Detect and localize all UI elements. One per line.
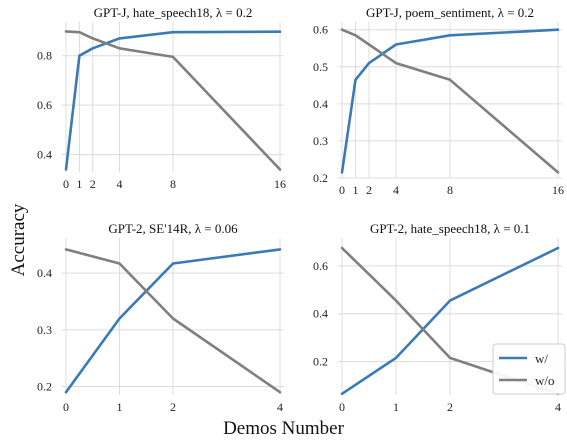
y-tick-label: 0.3 xyxy=(313,134,328,148)
x-tick-label: 16 xyxy=(274,177,286,191)
legend-box xyxy=(492,343,566,395)
y-tick-label: 0.5 xyxy=(313,60,328,74)
series-line-w/o xyxy=(64,248,282,394)
x-tick-label: 8 xyxy=(170,177,176,191)
x-tick-label: 4 xyxy=(393,183,399,197)
panel-title: GPT-2, hate_speech18, λ = 0.1 xyxy=(370,221,530,236)
y-tick-label: 0.3 xyxy=(37,323,52,337)
x-tick-label: 2 xyxy=(170,400,176,414)
series-line-w/o xyxy=(64,30,282,171)
x-tick-label: 0 xyxy=(63,177,69,191)
panel-title: GPT-J, poem_sentiment, λ = 0.2 xyxy=(366,5,534,20)
y-tick-label: 0.6 xyxy=(313,23,328,37)
x-tick-label: 2 xyxy=(90,177,96,191)
x-tick-label: 2 xyxy=(447,400,453,414)
y-tick-label: 0.4 xyxy=(313,307,328,321)
chart-panel-3: 0 1 2 4 0.2 0.3 0.4 GPT-2, SE'14R, λ = 0.06 xyxy=(37,221,284,414)
x-tick-label: 4 xyxy=(277,400,283,414)
x-axis-label: Demos Number xyxy=(223,418,344,439)
y-tick-label: 0.4 xyxy=(313,97,328,111)
y-tick-label: 0.2 xyxy=(313,171,328,185)
x-tick-label: 4 xyxy=(117,177,123,191)
series-line-w/o xyxy=(340,28,560,174)
x-tick-label: 4 xyxy=(555,400,561,414)
x-tick-label: 1 xyxy=(393,400,399,414)
x-tick-label: 0 xyxy=(63,400,69,414)
chart-panel-2: 0 1 2 4 8 16 0.2 0.3 0.4 0.5 0.6 GPT-J, poem_sentim… xyxy=(313,5,564,197)
y-tick-label: 0.4 xyxy=(37,148,52,162)
legend: w/w/o xyxy=(492,343,566,395)
x-tick-label: 1 xyxy=(353,183,359,197)
x-tick-label: 16 xyxy=(552,183,564,197)
chart-panel-1: 0 1 2 4 8 16 0.4 0.6 0.8 GPT-J, hate_speech18, λ … xyxy=(37,5,286,191)
y-axis-label: Accuracy xyxy=(4,200,34,280)
x-tick-label: 0 xyxy=(339,400,345,414)
legend-label: w/o xyxy=(535,373,555,388)
y-tick-label: 0.6 xyxy=(37,98,52,112)
x-tick-label: 8 xyxy=(447,183,453,197)
legend-label: w/ xyxy=(535,351,548,366)
y-tick-label: 0.8 xyxy=(37,49,52,63)
x-tick-label: 1 xyxy=(117,400,123,414)
y-tick-label: 0.2 xyxy=(37,380,52,394)
y-axis-label-text: Accuracy xyxy=(8,203,29,277)
chart-panel-4: 0 1 2 4 0.2 0.4 0.6 GPT-2, hate_speech18, λ = 0… xyxy=(313,221,566,414)
panel-title: GPT-J, hate_speech18, λ = 0.2 xyxy=(94,5,253,20)
x-tick-label: 2 xyxy=(366,183,372,197)
y-tick-label: 0.6 xyxy=(313,259,328,273)
y-tick-label: 0.4 xyxy=(37,266,52,280)
x-tick-label: 0 xyxy=(339,183,345,197)
x-tick-label: 1 xyxy=(76,177,82,191)
y-tick-label: 0.2 xyxy=(313,355,328,369)
panel-title: GPT-2, SE'14R, λ = 0.06 xyxy=(108,221,238,236)
